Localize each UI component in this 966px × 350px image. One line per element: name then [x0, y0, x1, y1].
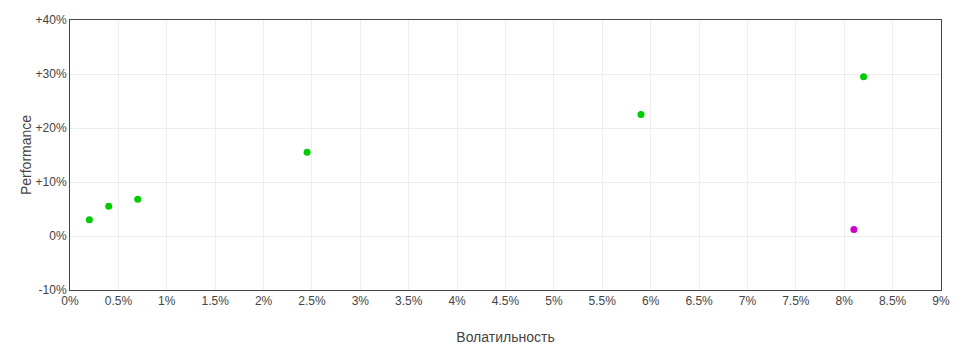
svg-text:3.5%: 3.5%	[395, 294, 423, 308]
svg-text:3%: 3%	[352, 294, 370, 308]
svg-text:+40%: +40%	[36, 13, 67, 27]
svg-text:7.5%: 7.5%	[782, 294, 810, 308]
svg-text:4%: 4%	[448, 294, 466, 308]
svg-text:0.5%: 0.5%	[105, 294, 133, 308]
svg-text:7%: 7%	[739, 294, 757, 308]
svg-text:+30%: +30%	[36, 67, 67, 81]
svg-text:6%: 6%	[642, 294, 660, 308]
svg-text:4.5%: 4.5%	[492, 294, 520, 308]
svg-text:8%: 8%	[836, 294, 854, 308]
svg-text:Волатильность: Волатильность	[456, 329, 554, 345]
svg-text:Performance: Performance	[18, 115, 34, 195]
svg-text:2.5%: 2.5%	[298, 294, 326, 308]
svg-text:5%: 5%	[545, 294, 563, 308]
svg-text:1.5%: 1.5%	[201, 294, 229, 308]
svg-text:+10%: +10%	[36, 175, 67, 189]
svg-text:0%: 0%	[61, 294, 79, 308]
svg-text:2%: 2%	[255, 294, 273, 308]
svg-text:-10%: -10%	[39, 283, 67, 297]
svg-text:+20%: +20%	[36, 121, 67, 135]
svg-text:1%: 1%	[158, 294, 176, 308]
svg-text:6.5%: 6.5%	[685, 294, 713, 308]
svg-text:5.5%: 5.5%	[589, 294, 617, 308]
svg-text:0%: 0%	[49, 229, 67, 243]
svg-text:9%: 9%	[932, 294, 950, 308]
svg-text:8.5%: 8.5%	[879, 294, 907, 308]
